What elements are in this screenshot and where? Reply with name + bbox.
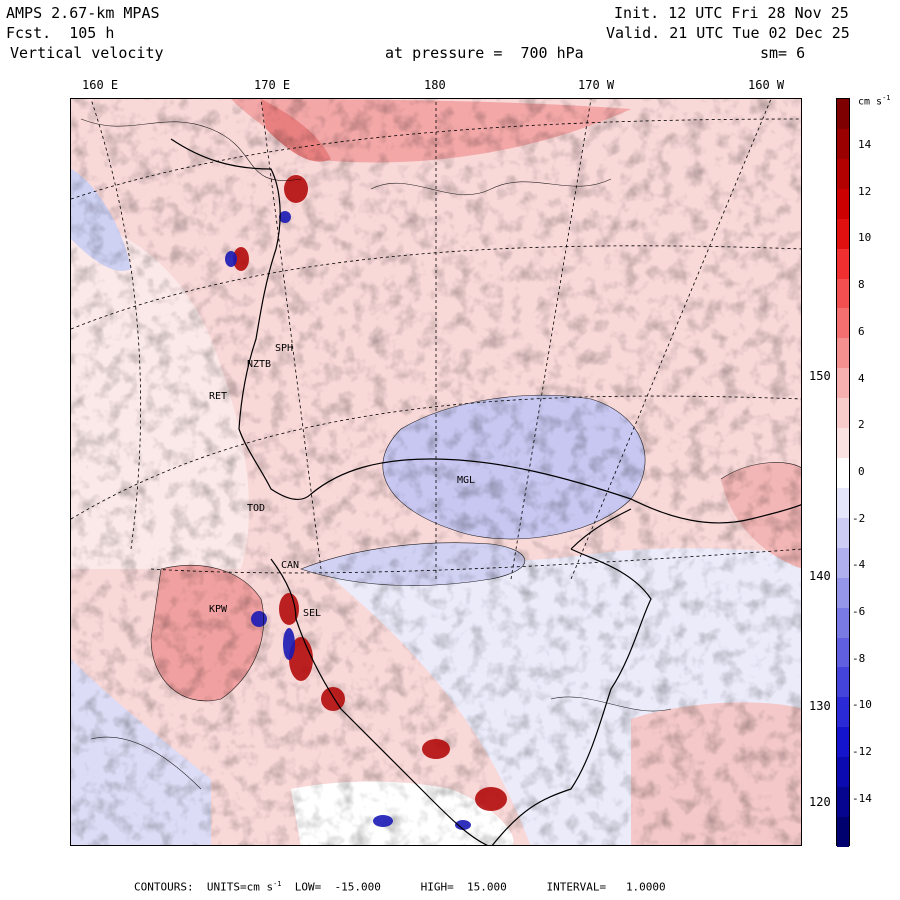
field-name: Vertical velocity bbox=[10, 44, 164, 62]
colorbar-swatch bbox=[837, 727, 849, 758]
colorbar-tick-label: 12 bbox=[858, 184, 872, 198]
colorbar-swatch bbox=[837, 547, 849, 579]
colorbar-swatch bbox=[837, 248, 849, 279]
colorbar-swatch bbox=[837, 487, 849, 519]
colorbar-swatch bbox=[837, 188, 849, 220]
fine-scale-texture bbox=[71, 99, 801, 845]
lon-label-160w: 160 W bbox=[748, 78, 785, 92]
colorbar-tick-label: 14 bbox=[858, 138, 872, 151]
colorbar-swatch bbox=[837, 577, 849, 609]
colorbar-swatch bbox=[837, 697, 849, 728]
colorbar-tick-label: -10 bbox=[852, 698, 872, 712]
lon-label-160e: 160 E bbox=[82, 78, 119, 92]
smoothing: sm= 6 bbox=[760, 44, 806, 62]
lon-label-170w: 170 W bbox=[578, 78, 615, 92]
colorbar-tick-label: -4 bbox=[852, 558, 866, 572]
station-mgl: MGL bbox=[457, 475, 476, 486]
colorbar-tick-label: 4 bbox=[858, 371, 865, 385]
lon-label-180: 180 bbox=[424, 78, 446, 92]
station-sel: SEL bbox=[303, 608, 322, 619]
colorbar bbox=[836, 98, 850, 848]
colorbar-swatch bbox=[837, 458, 849, 489]
colorbar-swatch bbox=[837, 517, 849, 549]
colorbar-tick-label: -12 bbox=[852, 745, 872, 759]
colorbar-tick-label: -8 bbox=[852, 651, 866, 665]
graticule bbox=[71, 99, 801, 580]
model-title: AMPS 2.67-km MPAS bbox=[6, 4, 160, 22]
low-value: LOW= -15.000 bbox=[294, 880, 381, 894]
colorbar-tick-label: -6 bbox=[852, 605, 866, 618]
contour-footer: CONTOURS: UNITS=cm s-1 LOW= -15.000 HIGH… bbox=[134, 880, 666, 894]
vertical-velocity-map: SPH NZTB RET TOD CAN KPW SEL MGL bbox=[70, 98, 802, 846]
colorbar-swatch bbox=[837, 817, 849, 848]
colorbar-swatch bbox=[837, 218, 849, 250]
colorbar-swatch bbox=[837, 158, 849, 190]
colorbar-swatch bbox=[837, 368, 849, 399]
colorbar-tick-label: 10 bbox=[858, 231, 872, 245]
pressure-level: at pressure = 700 hPa bbox=[385, 44, 584, 62]
contours-label: CONTOURS: bbox=[134, 880, 194, 894]
colorbar-swatch bbox=[837, 278, 849, 309]
lon-label-170e: 170 E bbox=[254, 78, 291, 92]
station-tod: TOD bbox=[247, 503, 266, 514]
station-nztb: NZTB bbox=[247, 359, 272, 370]
colorbar-swatch bbox=[837, 787, 849, 818]
colorbar-tick-label: 2 bbox=[858, 418, 865, 432]
colorbar-tick-label: -14 bbox=[852, 791, 872, 805]
map-canvas bbox=[71, 99, 801, 845]
station-can: CAN bbox=[281, 560, 300, 571]
station-kpw: KPW bbox=[209, 604, 228, 615]
colorbar-swatch bbox=[837, 428, 849, 459]
colorbar-swatch bbox=[837, 128, 849, 160]
colorbar-swatch bbox=[837, 637, 849, 668]
colorbar-swatch bbox=[837, 338, 849, 369]
colorbar-tick-label: 8 bbox=[858, 278, 865, 292]
units-exp: -1 bbox=[273, 880, 282, 888]
colorbar-swatch bbox=[837, 398, 849, 429]
colorbar-swatch bbox=[837, 607, 849, 639]
init-time: Init. 12 UTC Fri 28 Nov 25 bbox=[614, 4, 849, 22]
interval-value: INTERVAL= 1.0000 bbox=[546, 880, 666, 894]
colorbar-swatch bbox=[837, 667, 849, 698]
strong-descent-cells bbox=[225, 211, 471, 830]
station-ret: RET bbox=[209, 391, 228, 402]
colorbar-tick-label: 6 bbox=[858, 324, 865, 338]
colorbar-swatch bbox=[837, 308, 849, 339]
colorbar-unit: cm s-1 bbox=[858, 94, 891, 108]
coastline bbox=[170, 138, 801, 845]
colorbar-swatch bbox=[837, 99, 849, 130]
valid-time: Valid. 21 UTC Tue 02 Dec 25 bbox=[606, 24, 850, 42]
colorbar-tick-label: 0 bbox=[858, 464, 865, 478]
high-value: HIGH= 15.000 bbox=[420, 880, 507, 894]
colorbar-swatch bbox=[837, 757, 849, 788]
forecast-hour: Fcst. 105 h bbox=[6, 24, 115, 42]
station-sph: SPH bbox=[275, 343, 294, 354]
units-label: UNITS=cm s bbox=[206, 880, 274, 894]
colorbar-tick-label: -2 bbox=[852, 511, 866, 525]
